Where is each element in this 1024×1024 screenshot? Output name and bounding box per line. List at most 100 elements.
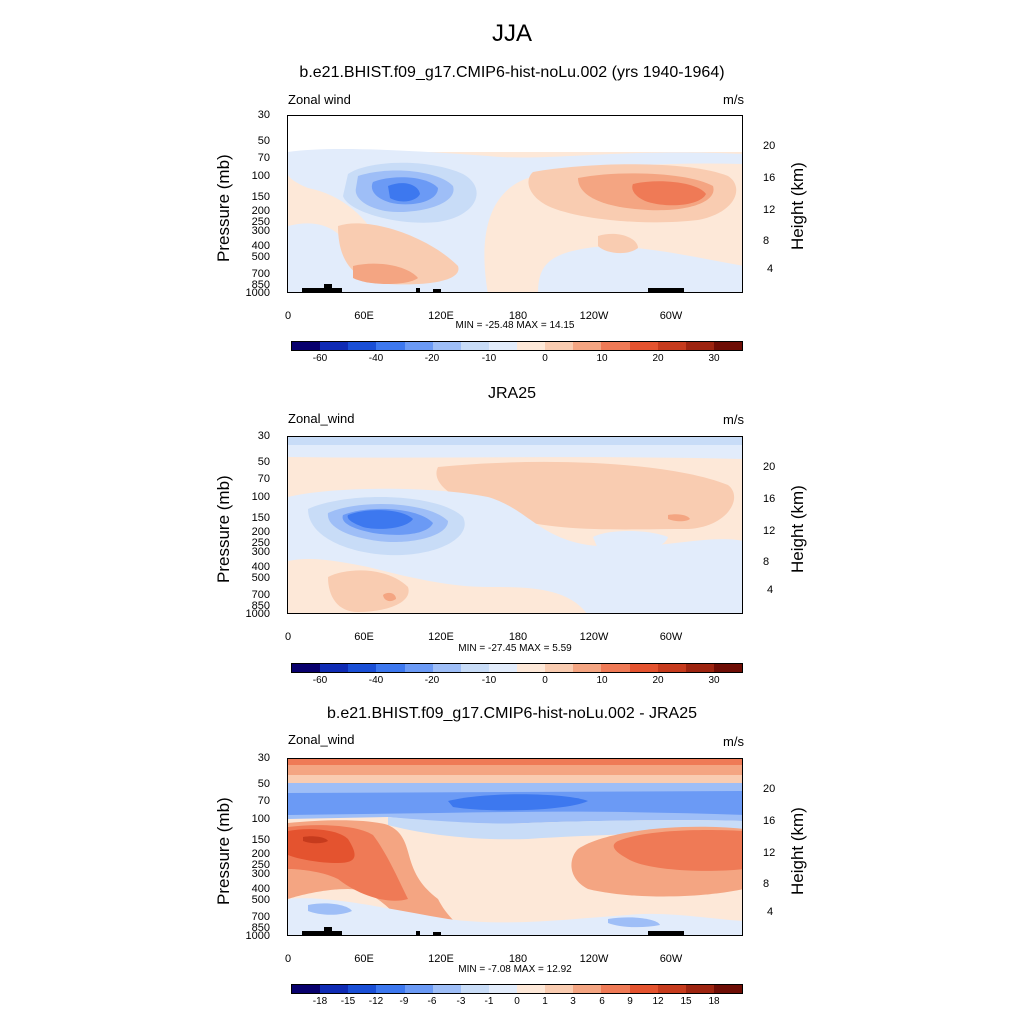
panel-3-variable-label: Zonal_wind: [288, 732, 355, 747]
p1-xtick: 60W: [659, 310, 683, 322]
panel-3-colorbar: [291, 984, 743, 994]
p3-height-tick: 20: [763, 783, 776, 795]
p2-ytick: 50: [257, 456, 270, 468]
colorbar-swatch: [545, 342, 574, 350]
p3-ytick: 400: [251, 883, 270, 895]
colorbar-swatch: [685, 985, 714, 993]
colorbar-swatch: [292, 342, 321, 350]
panel-2-plot: [287, 436, 743, 614]
p2-ytick: 1000: [245, 608, 270, 620]
p1-height-tick: 4: [767, 263, 774, 275]
panel-3-stats: MIN = -7.08 MAX = 12.92: [458, 964, 572, 975]
p2-cbtick: 20: [652, 675, 664, 686]
p3-xtick: 60E: [354, 953, 374, 965]
p1-cbtick: 10: [596, 353, 608, 364]
colorbar-swatch: [713, 342, 742, 350]
panel-1-plot: [287, 115, 743, 293]
p2-xtick: 180: [508, 631, 528, 643]
p3-cbtick: -1: [484, 996, 494, 1007]
p1-ytick: 200: [251, 205, 270, 217]
p3-cbtick: -6: [427, 996, 437, 1007]
panel-1-stats: MIN = -25.48 MAX = 14.15: [455, 320, 575, 331]
p3-ytick: 50: [257, 778, 270, 790]
colorbar-swatch: [685, 664, 714, 672]
p2-ytick: 250: [251, 537, 270, 549]
p3-cbtick: 1: [542, 996, 548, 1007]
colorbar-swatch: [432, 664, 461, 672]
colorbar-swatch: [488, 985, 517, 993]
p1-cbtick: 20: [652, 353, 664, 364]
colorbar-swatch: [320, 342, 349, 350]
colorbar-swatch: [488, 342, 517, 350]
p1-ytick: 100: [251, 170, 270, 182]
colorbar-swatch: [320, 985, 349, 993]
p2-ytick: 100: [251, 491, 270, 503]
p2-xtick: 120E: [428, 631, 454, 643]
p2-xtick: 0: [284, 631, 292, 643]
p3-ytick: 30: [257, 752, 270, 764]
colorbar-swatch: [573, 985, 602, 993]
colorbar-swatch: [601, 342, 630, 350]
p1-height-tick: 16: [763, 172, 776, 184]
panel-3-field: [288, 759, 742, 935]
p3-cbtick: 15: [680, 996, 692, 1007]
panel-2-colorbar: [291, 663, 743, 673]
p2-ytick: 150: [251, 512, 270, 524]
p1-ytick: 400: [251, 240, 270, 252]
p1-cbtick: -20: [424, 353, 440, 364]
p3-ytick: 70: [257, 795, 270, 807]
panel-3-ylabel-right: Height (km): [788, 807, 807, 895]
p2-cbtick: 30: [708, 675, 720, 686]
p3-ytick: 1000: [245, 930, 270, 942]
p1-cbtick: 30: [708, 353, 720, 364]
p2-cbtick: 10: [596, 675, 608, 686]
panel-2-field: [288, 437, 742, 613]
p2-height-tick: 4: [767, 584, 774, 596]
p2-cbtick: 0: [542, 675, 548, 686]
p3-cbtick: -3: [456, 996, 466, 1007]
p1-cbtick: -40: [368, 353, 384, 364]
p1-ytick: 700: [251, 268, 270, 280]
p3-cbtick: 12: [652, 996, 664, 1007]
p1-ytick: 70: [257, 152, 270, 164]
colorbar-swatch: [404, 342, 433, 350]
p2-ytick: 30: [257, 430, 270, 442]
p3-xtick: 0: [284, 953, 292, 965]
p3-xtick: 180: [508, 953, 528, 965]
p2-height-tick: 16: [763, 493, 776, 505]
p2-cbtick: -10: [481, 675, 497, 686]
p2-ytick: 850: [251, 600, 270, 612]
p2-xtick: 120W: [579, 631, 609, 643]
panel-2-ylabel-right: Height (km): [788, 485, 807, 573]
colorbar-swatch: [460, 985, 489, 993]
p1-ytick: 500: [251, 251, 270, 263]
p3-ytick: 300: [251, 868, 270, 880]
colorbar-swatch: [348, 342, 377, 350]
colorbar-swatch: [517, 342, 546, 350]
colorbar-swatch: [629, 342, 658, 350]
p1-xtick: 60E: [354, 310, 374, 322]
p3-height-tick: 4: [767, 906, 774, 918]
p1-ytick: 30: [257, 109, 270, 121]
main-title: JJA: [491, 20, 532, 47]
colorbar-swatch: [460, 342, 489, 350]
p2-height-tick: 8: [763, 556, 770, 568]
p2-height-tick: 12: [763, 525, 776, 537]
p1-height-tick: 20: [763, 140, 776, 152]
p2-ytick: 300: [251, 546, 270, 558]
p1-ytick: 300: [251, 225, 270, 237]
colorbar-swatch: [404, 985, 433, 993]
p3-xtick: 120E: [428, 953, 454, 965]
p1-ytick: 50: [257, 135, 270, 147]
colorbar-swatch: [348, 664, 377, 672]
p2-ytick: 70: [257, 473, 270, 485]
panel-1-ylabel-right: Height (km): [788, 162, 807, 250]
panel-3-units: m/s: [723, 734, 744, 749]
p3-height-tick: 16: [763, 815, 776, 827]
colorbar-swatch: [601, 985, 630, 993]
panel-1-variable-label: Zonal wind: [288, 92, 351, 107]
colorbar-swatch: [629, 664, 658, 672]
p2-ytick: 200: [251, 526, 270, 538]
panel-3-ylabel: Pressure (mb): [214, 797, 233, 905]
colorbar-swatch: [657, 342, 686, 350]
